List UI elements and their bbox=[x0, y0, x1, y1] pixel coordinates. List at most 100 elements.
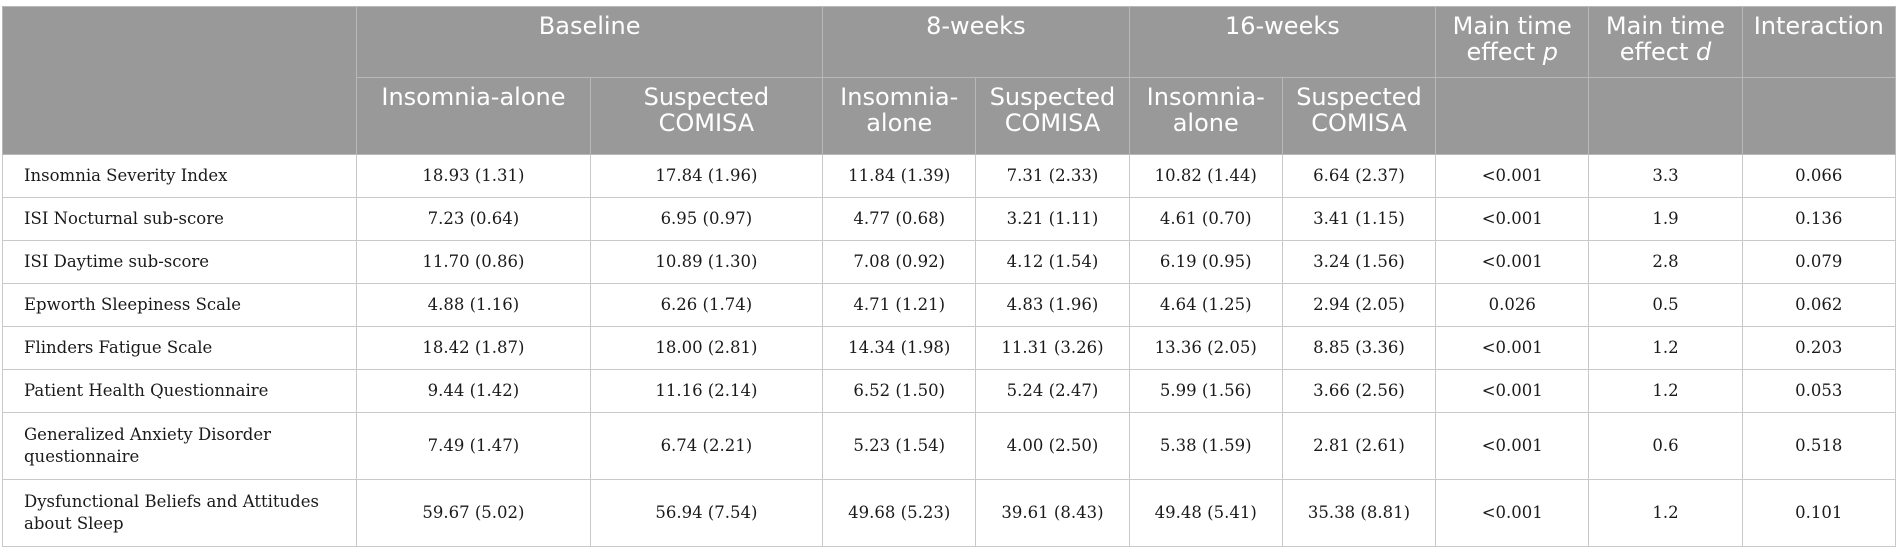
cell-interaction: 0.066 bbox=[1741, 154, 1897, 198]
table-row: Generalized Anxiety Disorder questionnai… bbox=[1, 412, 1897, 480]
subheader-empty-p bbox=[1435, 77, 1590, 155]
cell-value: 6.64 (2.37) bbox=[1281, 154, 1437, 198]
subheader-16wk-insomnia-alone: Insomnia-alone bbox=[1128, 77, 1283, 155]
cell-value: 2.81 (2.61) bbox=[1281, 412, 1437, 480]
cell-value: 7.23 (0.64) bbox=[356, 197, 591, 241]
cell-value: 10.89 (1.30) bbox=[589, 240, 824, 284]
cell-value: 49.68 (5.23) bbox=[822, 479, 977, 547]
header-group-16-weeks: 16-weeks bbox=[1128, 6, 1437, 78]
cell-effect-d: 0.6 bbox=[1588, 412, 1743, 480]
cell-value: 5.24 (2.47) bbox=[975, 369, 1130, 413]
cell-value: 10.82 (1.44) bbox=[1128, 154, 1283, 198]
subheader-16wk-suspected-comisa: Suspected COMISA bbox=[1281, 77, 1437, 155]
row-label: Dysfunctional Beliefs and Attitudes abou… bbox=[1, 479, 358, 547]
row-label: Epworth Sleepiness Scale bbox=[1, 283, 358, 327]
cell-value: 5.99 (1.56) bbox=[1128, 369, 1283, 413]
subheader-baseline-insomnia-alone: Insomnia-alone bbox=[356, 77, 591, 155]
cell-p-value: 0.026 bbox=[1435, 283, 1590, 327]
table-row: ISI Nocturnal sub-score 7.23 (0.64) 6.95… bbox=[1, 197, 1897, 241]
cell-value: 5.23 (1.54) bbox=[822, 412, 977, 480]
cell-interaction: 0.136 bbox=[1741, 197, 1897, 241]
cell-p-value: <0.001 bbox=[1435, 479, 1590, 547]
table-row: Dysfunctional Beliefs and Attitudes abou… bbox=[1, 479, 1897, 547]
cell-p-value: <0.001 bbox=[1435, 326, 1590, 370]
row-label: Flinders Fatigue Scale bbox=[1, 326, 358, 370]
cell-value: 56.94 (7.54) bbox=[589, 479, 824, 547]
cell-p-value: <0.001 bbox=[1435, 240, 1590, 284]
cell-effect-d: 2.8 bbox=[1588, 240, 1743, 284]
cell-value: 3.41 (1.15) bbox=[1281, 197, 1437, 241]
row-label: ISI Daytime sub-score bbox=[1, 240, 358, 284]
results-table: Baseline 8-weeks 16-weeks Main time effe… bbox=[1, 6, 1897, 547]
row-label: Insomnia Severity Index bbox=[1, 154, 358, 198]
cell-interaction: 0.079 bbox=[1741, 240, 1897, 284]
cell-p-value: <0.001 bbox=[1435, 369, 1590, 413]
cell-value: 6.26 (1.74) bbox=[589, 283, 824, 327]
cell-value: 3.24 (1.56) bbox=[1281, 240, 1437, 284]
cell-value: 35.38 (8.81) bbox=[1281, 479, 1437, 547]
table-row: Epworth Sleepiness Scale 4.88 (1.16) 6.2… bbox=[1, 283, 1897, 327]
cell-value: 4.64 (1.25) bbox=[1128, 283, 1283, 327]
cell-value: 4.71 (1.21) bbox=[822, 283, 977, 327]
header-group-8-weeks: 8-weeks bbox=[822, 6, 1130, 78]
header-measure bbox=[1, 6, 358, 155]
subheader-empty-d bbox=[1588, 77, 1743, 155]
header-p-symbol: p bbox=[1542, 38, 1558, 66]
header-d-text: Main time effect bbox=[1605, 12, 1726, 66]
cell-value: 4.83 (1.96) bbox=[975, 283, 1130, 327]
cell-p-value: <0.001 bbox=[1435, 154, 1590, 198]
header-interaction: Interaction bbox=[1741, 6, 1897, 78]
cell-value: 7.08 (0.92) bbox=[822, 240, 977, 284]
cell-value: 18.00 (2.81) bbox=[589, 326, 824, 370]
cell-effect-d: 3.3 bbox=[1588, 154, 1743, 198]
subheader-8wk-suspected-comisa: Suspected COMISA bbox=[975, 77, 1130, 155]
cell-value: 2.94 (2.05) bbox=[1281, 283, 1437, 327]
cell-interaction: 0.053 bbox=[1741, 369, 1897, 413]
cell-value: 6.95 (0.97) bbox=[589, 197, 824, 241]
cell-interaction: 0.518 bbox=[1741, 412, 1897, 480]
cell-value: 11.31 (3.26) bbox=[975, 326, 1130, 370]
table-row: Insomnia Severity Index 18.93 (1.31) 17.… bbox=[1, 154, 1897, 198]
header-p-text: Main time effect bbox=[1452, 12, 1572, 66]
table-row: Flinders Fatigue Scale 18.42 (1.87) 18.0… bbox=[1, 326, 1897, 370]
cell-value: 59.67 (5.02) bbox=[356, 479, 591, 547]
cell-value: 18.93 (1.31) bbox=[356, 154, 591, 198]
subheader-empty-interaction bbox=[1741, 77, 1897, 155]
cell-value: 39.61 (8.43) bbox=[975, 479, 1130, 547]
cell-value: 9.44 (1.42) bbox=[356, 369, 591, 413]
table-row: Patient Health Questionnaire 9.44 (1.42)… bbox=[1, 369, 1897, 413]
table-row: ISI Daytime sub-score 11.70 (0.86) 10.89… bbox=[1, 240, 1897, 284]
cell-effect-d: 1.2 bbox=[1588, 326, 1743, 370]
cell-value: 5.38 (1.59) bbox=[1128, 412, 1283, 480]
cell-value: 7.49 (1.47) bbox=[356, 412, 591, 480]
cell-value: 18.42 (1.87) bbox=[356, 326, 591, 370]
cell-value: 3.66 (2.56) bbox=[1281, 369, 1437, 413]
cell-value: 14.34 (1.98) bbox=[822, 326, 977, 370]
cell-value: 4.77 (0.68) bbox=[822, 197, 977, 241]
cell-value: 6.19 (0.95) bbox=[1128, 240, 1283, 284]
cell-value: 13.36 (2.05) bbox=[1128, 326, 1283, 370]
cell-value: 3.21 (1.11) bbox=[975, 197, 1130, 241]
header-d-symbol: d bbox=[1696, 38, 1712, 66]
cell-interaction: 0.101 bbox=[1741, 479, 1897, 547]
header-main-time-effect-d: Main time effect d bbox=[1588, 6, 1743, 78]
cell-value: 11.70 (0.86) bbox=[356, 240, 591, 284]
cell-interaction: 0.203 bbox=[1741, 326, 1897, 370]
cell-value: 7.31 (2.33) bbox=[975, 154, 1130, 198]
cell-value: 17.84 (1.96) bbox=[589, 154, 824, 198]
subheader-baseline-suspected-comisa: Suspected COMISA bbox=[589, 77, 824, 155]
header-main-time-effect-p: Main time effect p bbox=[1435, 6, 1590, 78]
cell-effect-d: 0.5 bbox=[1588, 283, 1743, 327]
cell-effect-d: 1.2 bbox=[1588, 479, 1743, 547]
subheader-8wk-insomnia-alone: Insomnia-alone bbox=[822, 77, 977, 155]
cell-value: 4.88 (1.16) bbox=[356, 283, 591, 327]
cell-value: 4.12 (1.54) bbox=[975, 240, 1130, 284]
cell-p-value: <0.001 bbox=[1435, 197, 1590, 241]
cell-p-value: <0.001 bbox=[1435, 412, 1590, 480]
cell-value: 4.61 (0.70) bbox=[1128, 197, 1283, 241]
cell-value: 11.84 (1.39) bbox=[822, 154, 977, 198]
cell-effect-d: 1.9 bbox=[1588, 197, 1743, 241]
cell-value: 6.74 (2.21) bbox=[589, 412, 824, 480]
cell-value: 49.48 (5.41) bbox=[1128, 479, 1283, 547]
cell-effect-d: 1.2 bbox=[1588, 369, 1743, 413]
